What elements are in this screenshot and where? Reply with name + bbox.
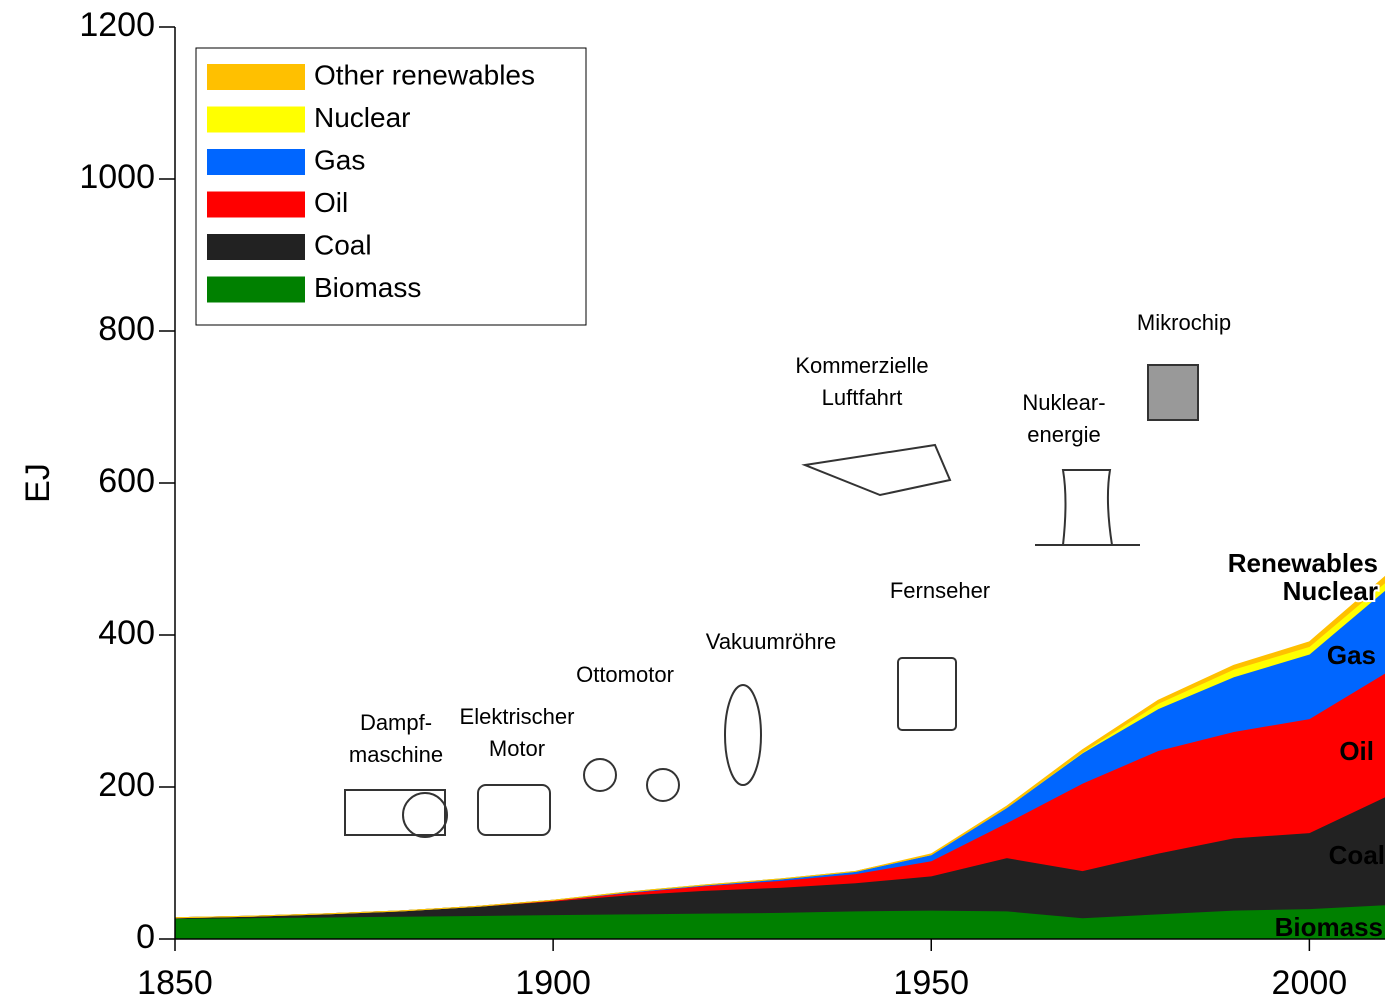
annotation: Fernseher: [890, 578, 990, 603]
annotation: Motor: [489, 736, 545, 761]
area-label: Renewables: [1228, 548, 1378, 578]
legend-label: Coal: [314, 229, 372, 260]
annotation: Dampf-: [360, 710, 432, 735]
icon: [897, 657, 957, 731]
icon: [646, 768, 680, 802]
annotation: energie: [1027, 422, 1100, 447]
y-axis-label: EJ: [19, 463, 57, 503]
y-tick-label: 1200: [79, 6, 155, 44]
legend-label: Other renewables: [314, 59, 535, 90]
annotation: Mikrochip: [1137, 310, 1231, 335]
legend-swatch: [207, 106, 305, 133]
legend-swatch: [207, 276, 305, 303]
icon: [477, 784, 551, 836]
area-label: Oil: [1339, 736, 1374, 766]
icons: [344, 364, 1199, 838]
legend-swatch: [207, 149, 305, 175]
icon: [1035, 469, 1140, 546]
y-tick-label: 400: [98, 614, 155, 652]
area-label: Nuclear: [1283, 576, 1378, 606]
legend-swatch: [207, 64, 305, 90]
areas: [174, 575, 1385, 940]
y-tick-label: 200: [98, 766, 155, 804]
y-tick-label: 600: [98, 462, 155, 500]
area-label: Biomass: [1275, 912, 1383, 942]
y-tick-label: 1000: [79, 158, 155, 196]
legend-label: Biomass: [314, 272, 421, 303]
annotation: Luftfahrt: [822, 385, 903, 410]
icon: [583, 758, 617, 792]
area-label: Coal: [1329, 840, 1385, 870]
annotation: maschine: [349, 742, 443, 767]
area: [174, 575, 1385, 919]
legend-label: Oil: [314, 187, 348, 218]
icon: [402, 792, 448, 838]
area-label: Gas: [1327, 640, 1376, 670]
x-tick-label: 1900: [515, 964, 591, 1002]
annotation: Elektrischer: [460, 704, 575, 729]
icon: [1147, 364, 1199, 421]
legend-swatch: [207, 234, 305, 260]
icon: [344, 789, 446, 836]
annotation: Vakuumröhre: [706, 629, 836, 654]
x-tick-label: 1850: [137, 964, 213, 1002]
annotation: Nuklear-: [1022, 390, 1105, 415]
x-tick-label: 2000: [1272, 964, 1348, 1002]
legend-label: Gas: [314, 144, 365, 175]
y-tick-label: 800: [98, 310, 155, 348]
legend-swatch: [207, 191, 305, 218]
y-tick-label: 0: [136, 918, 155, 956]
icon: [724, 684, 762, 786]
annotation: Ottomotor: [576, 662, 674, 687]
legend-label: Nuclear: [314, 102, 410, 133]
x-tick-label: 1950: [893, 964, 969, 1002]
icon: [801, 443, 952, 497]
annotation: Kommerzielle: [795, 353, 928, 378]
